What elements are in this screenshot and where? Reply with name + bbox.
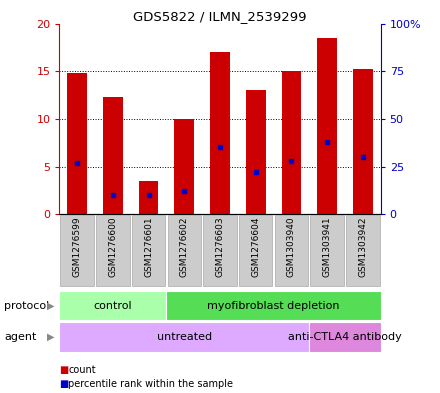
Bar [175, 119, 194, 214]
Bar [282, 71, 301, 214]
Text: GSM1276599: GSM1276599 [73, 217, 82, 277]
Bar [139, 181, 158, 214]
Text: GSM1276601: GSM1276601 [144, 217, 153, 277]
Text: myofibroblast depletion: myofibroblast depletion [207, 301, 340, 310]
Text: protocol: protocol [4, 301, 50, 310]
Text: untreated: untreated [157, 332, 212, 342]
Text: control: control [94, 301, 132, 310]
Bar [246, 90, 265, 214]
FancyBboxPatch shape [59, 322, 309, 352]
Text: GDS5822 / ILMN_2539299: GDS5822 / ILMN_2539299 [133, 10, 307, 23]
FancyBboxPatch shape [168, 215, 201, 286]
Text: count: count [68, 365, 96, 375]
Text: ■: ■ [59, 365, 69, 375]
FancyBboxPatch shape [59, 291, 166, 320]
Text: GSM1276603: GSM1276603 [216, 217, 224, 277]
Bar [67, 73, 87, 214]
FancyBboxPatch shape [60, 215, 94, 286]
Text: ▶: ▶ [47, 301, 55, 310]
Text: GSM1303941: GSM1303941 [323, 217, 332, 277]
Text: percentile rank within the sample: percentile rank within the sample [68, 379, 233, 389]
Text: GSM1276600: GSM1276600 [108, 217, 117, 277]
Bar [353, 69, 373, 214]
Text: GSM1303942: GSM1303942 [358, 217, 367, 277]
Text: GSM1303940: GSM1303940 [287, 217, 296, 277]
Text: anti-CTLA4 antibody: anti-CTLA4 antibody [288, 332, 402, 342]
Text: agent: agent [4, 332, 37, 342]
FancyBboxPatch shape [239, 215, 272, 286]
FancyBboxPatch shape [310, 215, 344, 286]
Text: GSM1276602: GSM1276602 [180, 217, 189, 277]
FancyBboxPatch shape [96, 215, 130, 286]
Text: GSM1276604: GSM1276604 [251, 217, 260, 277]
Bar [317, 38, 337, 214]
FancyBboxPatch shape [203, 215, 237, 286]
FancyBboxPatch shape [166, 291, 381, 320]
FancyBboxPatch shape [309, 322, 381, 352]
FancyBboxPatch shape [132, 215, 165, 286]
Bar [210, 52, 230, 214]
FancyBboxPatch shape [346, 215, 380, 286]
Text: ▶: ▶ [47, 332, 55, 342]
Text: ■: ■ [59, 379, 69, 389]
Bar [103, 97, 123, 214]
FancyBboxPatch shape [275, 215, 308, 286]
